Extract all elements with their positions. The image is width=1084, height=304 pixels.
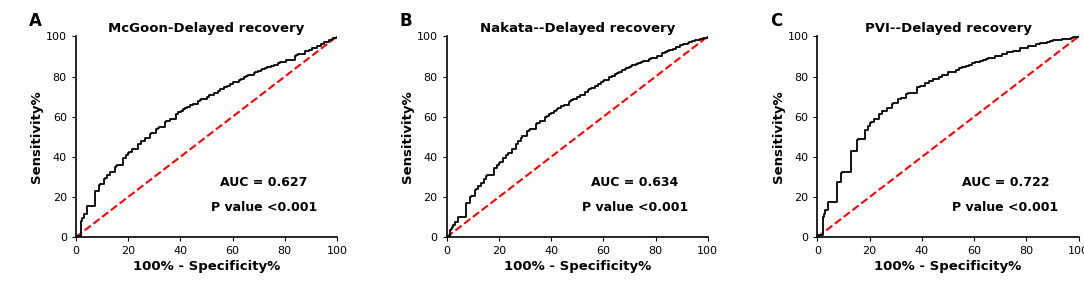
Text: AUC = 0.722: AUC = 0.722 (962, 176, 1049, 189)
Y-axis label: Sensitivity%: Sensitivity% (30, 91, 43, 183)
X-axis label: 100% - Specificity%: 100% - Specificity% (875, 260, 1021, 273)
Text: AUC = 0.634: AUC = 0.634 (591, 176, 679, 189)
Text: AUC = 0.627: AUC = 0.627 (220, 176, 308, 189)
Title: PVI--Delayed recovery: PVI--Delayed recovery (865, 22, 1032, 35)
Y-axis label: Sensitivity%: Sensitivity% (401, 91, 414, 183)
Text: C: C (771, 12, 783, 30)
Text: A: A (29, 12, 42, 30)
X-axis label: 100% - Specificity%: 100% - Specificity% (504, 260, 650, 273)
Text: P value <0.001: P value <0.001 (210, 201, 317, 213)
X-axis label: 100% - Specificity%: 100% - Specificity% (133, 260, 280, 273)
Text: P value <0.001: P value <0.001 (953, 201, 1059, 213)
Title: Nakata--Delayed recovery: Nakata--Delayed recovery (479, 22, 675, 35)
Text: P value <0.001: P value <0.001 (581, 201, 688, 213)
Text: B: B (400, 12, 412, 30)
Y-axis label: Sensitivity%: Sensitivity% (772, 91, 785, 183)
Title: McGoon-Delayed recovery: McGoon-Delayed recovery (108, 22, 305, 35)
